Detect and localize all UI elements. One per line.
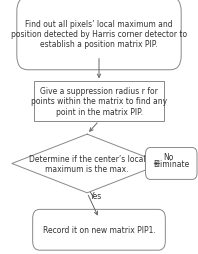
Text: Give a suppression radius r for
points within the matrix to find any
point in th: Give a suppression radius r for points w…	[31, 87, 167, 116]
Text: Determine if the center’s local
maximum is the max.: Determine if the center’s local maximum …	[29, 154, 146, 173]
Text: Find out all pixels’ local maximum and
position detected by Harris corner detect: Find out all pixels’ local maximum and p…	[11, 20, 187, 49]
Text: Yes: Yes	[89, 191, 102, 200]
Text: Eliminate: Eliminate	[153, 159, 189, 168]
FancyBboxPatch shape	[33, 210, 165, 250]
FancyBboxPatch shape	[17, 0, 181, 71]
Polygon shape	[12, 135, 162, 193]
Bar	[34, 82, 164, 121]
Text: Record it on new matrix PIP1.: Record it on new matrix PIP1.	[43, 225, 155, 234]
FancyBboxPatch shape	[146, 148, 197, 180]
Text: No: No	[163, 152, 174, 161]
